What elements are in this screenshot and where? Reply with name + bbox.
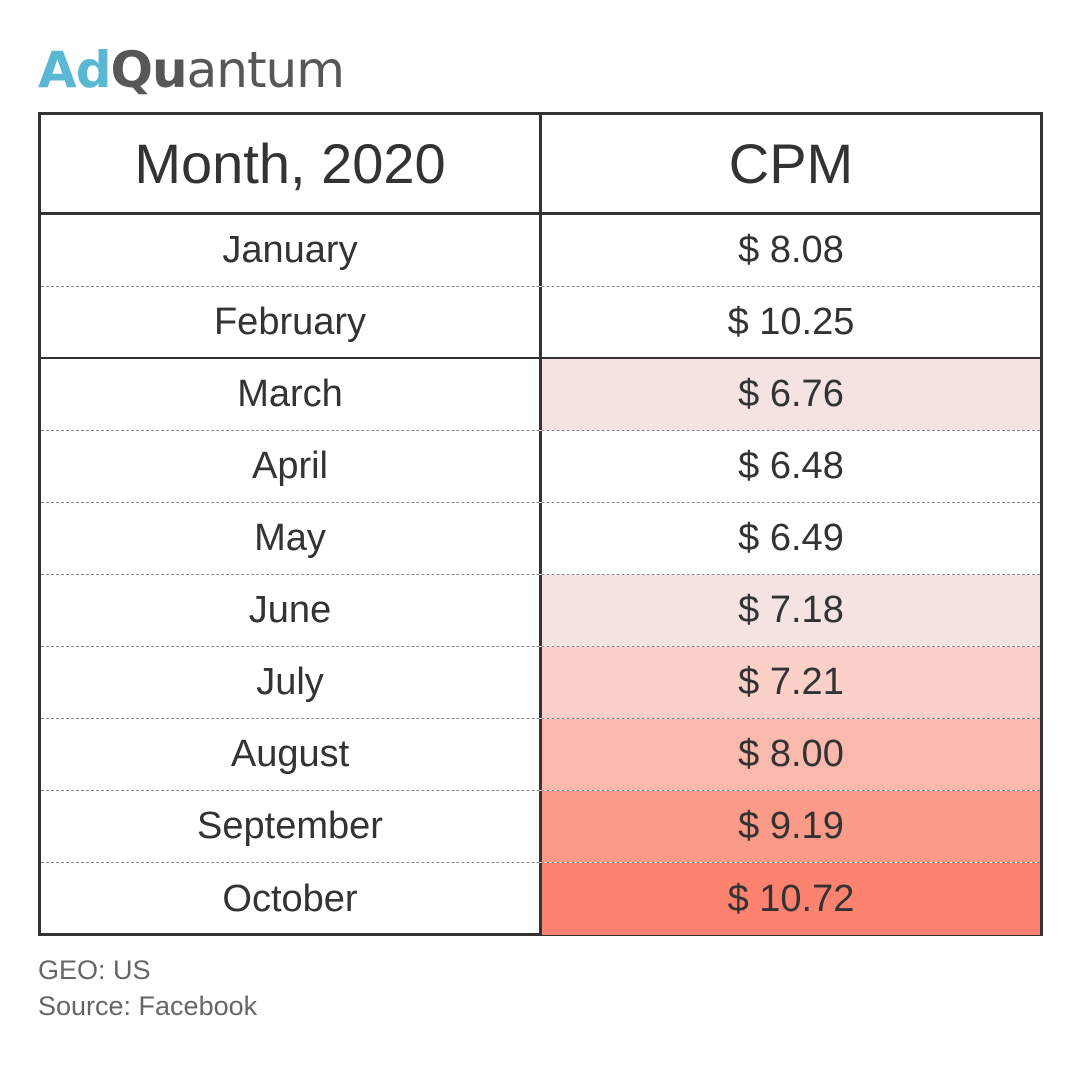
month-cell: April — [41, 431, 542, 502]
adquantum-logo: AdQuantum — [38, 40, 345, 100]
cpm-cell: $ 9.19 — [542, 791, 1040, 862]
table-row: October $ 10.72 — [41, 863, 1040, 935]
table-row: January $ 8.08 — [41, 215, 1040, 287]
month-cell: June — [41, 575, 542, 646]
table-row: April $ 6.48 — [41, 431, 1040, 503]
month-cell: May — [41, 503, 542, 574]
cpm-cell: $ 6.76 — [542, 359, 1040, 430]
cpm-cell: $ 7.18 — [542, 575, 1040, 646]
month-cell: January — [41, 215, 542, 286]
cpm-cell: $ 10.72 — [542, 863, 1040, 935]
table-header-row: Month, 2020 CPM — [41, 115, 1040, 215]
table-row: September $ 9.19 — [41, 791, 1040, 863]
table-row: March $ 6.76 — [41, 359, 1040, 431]
month-cell: March — [41, 359, 542, 430]
month-cell: August — [41, 719, 542, 790]
table-row: August $ 8.00 — [41, 719, 1040, 791]
footnotes: GEO: US Source: Facebook — [38, 952, 257, 1024]
month-cell: February — [41, 287, 542, 357]
month-column-header: Month, 2020 — [41, 115, 542, 212]
table-row: July $ 7.21 — [41, 647, 1040, 719]
month-cell: September — [41, 791, 542, 862]
table-row: February $ 10.25 — [41, 287, 1040, 359]
cpm-cell: $ 6.49 — [542, 503, 1040, 574]
cpm-cell: $ 6.48 — [542, 431, 1040, 502]
cpm-cell: $ 7.21 — [542, 647, 1040, 718]
month-cell: July — [41, 647, 542, 718]
table-row: May $ 6.49 — [41, 503, 1040, 575]
logo-text-qu: Qu — [110, 41, 188, 99]
month-cell: October — [41, 863, 542, 935]
source-note: Source: Facebook — [38, 991, 258, 1021]
table-row: June $ 7.18 — [41, 575, 1040, 647]
cpm-column-header: CPM — [728, 132, 854, 195]
logo-text-antum: antum — [186, 41, 345, 99]
cpm-cell: $ 8.00 — [542, 719, 1040, 790]
geo-note: GEO: US — [38, 955, 151, 985]
cpm-table: Month, 2020 CPM January $ 8.08 February $ 1… — [38, 112, 1043, 936]
cpm-cell: $ 8.08 — [542, 215, 1040, 286]
logo-text-ad: Ad — [38, 41, 111, 99]
cpm-cell: $ 10.25 — [542, 287, 1040, 357]
